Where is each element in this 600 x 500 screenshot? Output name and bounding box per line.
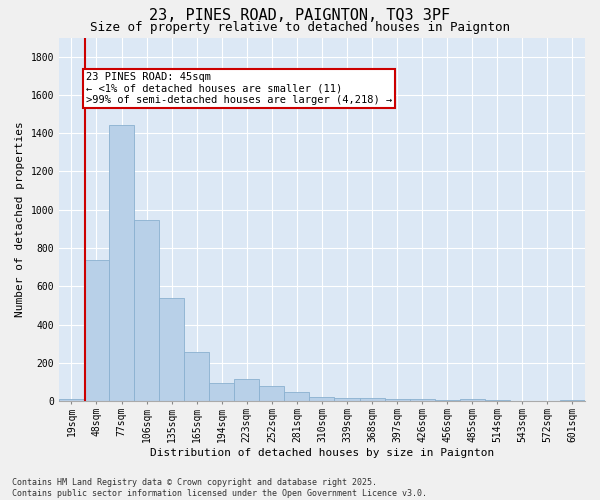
Text: 23 PINES ROAD: 45sqm
← <1% of detached houses are smaller (11)
>99% of semi-deta: 23 PINES ROAD: 45sqm ← <1% of detached h… (86, 72, 392, 105)
Bar (460, 399, 485, 401)
Bar (410, 399, 434, 401)
Bar (209, 383, 234, 401)
X-axis label: Distribution of detached houses by size in Paignton: Distribution of detached houses by size … (150, 448, 494, 458)
Text: Contains HM Land Registry data © Crown copyright and database right 2025.
Contai: Contains HM Land Registry data © Crown c… (12, 478, 427, 498)
Bar (334, 398, 359, 401)
Bar (59, 399, 84, 401)
Bar (359, 398, 385, 401)
Bar (84, 260, 109, 401)
Bar (184, 352, 209, 401)
Bar (109, 124, 134, 401)
Bar (385, 399, 410, 401)
Text: Size of property relative to detached houses in Paignton: Size of property relative to detached ho… (90, 21, 510, 34)
Text: 23, PINES ROAD, PAIGNTON, TQ3 3PF: 23, PINES ROAD, PAIGNTON, TQ3 3PF (149, 8, 451, 22)
Bar (159, 298, 184, 401)
Bar (259, 386, 284, 401)
Y-axis label: Number of detached properties: Number of detached properties (15, 122, 25, 317)
Bar (485, 400, 510, 401)
Bar (560, 400, 585, 401)
Bar (234, 379, 259, 401)
Bar (284, 392, 310, 401)
Bar (310, 398, 334, 401)
Bar (434, 400, 460, 401)
Bar (134, 220, 159, 401)
